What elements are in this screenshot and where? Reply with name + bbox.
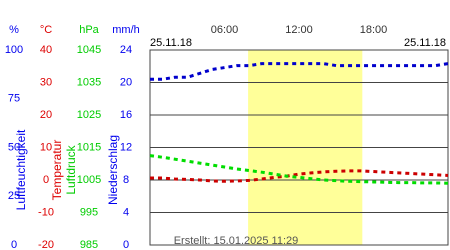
axis-title: Luftfeuchtigkeit [14,129,28,210]
y-tick-label: 0 [123,239,129,250]
axis-title: Niederschlag [106,135,120,205]
date-left: 25.11.18 [150,37,192,49]
x-tick-label: 06:00 [211,24,239,36]
series-line [149,154,449,185]
x-tick-label: 18:00 [360,24,388,36]
axis-title: Temperatur [50,140,64,201]
y-tick-label: 1035 [77,76,101,88]
y-tick-label: 985 [80,239,98,250]
y-tick-label: 100 [5,44,23,56]
y-tick-label: 1015 [77,141,101,153]
y-tick-label: 50 [8,141,20,153]
axis-unit: hPa [79,24,99,36]
y-tick-label: 20 [40,109,52,121]
y-tick-label: 4 [123,206,129,218]
y-tick-label: 16 [120,109,132,121]
y-tick-label: 1045 [77,44,101,56]
y-tick-label: 995 [80,206,98,218]
footer: Erstellt: 15.01.2025 11:29 [174,235,299,247]
date-right: 25.11.18 [404,37,446,49]
y-tick-label: 12 [120,141,132,153]
axis-unit: % [9,24,19,36]
y-tick-label: 25 [8,190,20,202]
y-tick-label: 24 [120,44,132,56]
y-tick-label: -10 [38,206,54,218]
axis-title: Luftdruck [64,144,78,194]
y-tick-label: 0 [11,239,17,250]
x-tick-label: 12:00 [285,24,313,36]
y-tick-label: 10 [40,141,52,153]
series-line [150,169,449,183]
y-tick-label: 0 [43,174,49,186]
y-tick-label: 8 [123,174,129,186]
y-tick-label: 75 [8,93,20,105]
y-tick-label: 40 [40,44,52,56]
y-tick-label: 1005 [77,174,101,186]
axis-unit: mm/h [112,24,140,36]
y-tick-label: -20 [38,239,54,250]
series-line [150,62,449,81]
axis-unit: °C [40,24,52,36]
y-tick-label: 30 [40,76,52,88]
plot-border [149,49,449,246]
y-tick-label: 1025 [77,109,101,121]
y-tick-label: 20 [120,76,132,88]
